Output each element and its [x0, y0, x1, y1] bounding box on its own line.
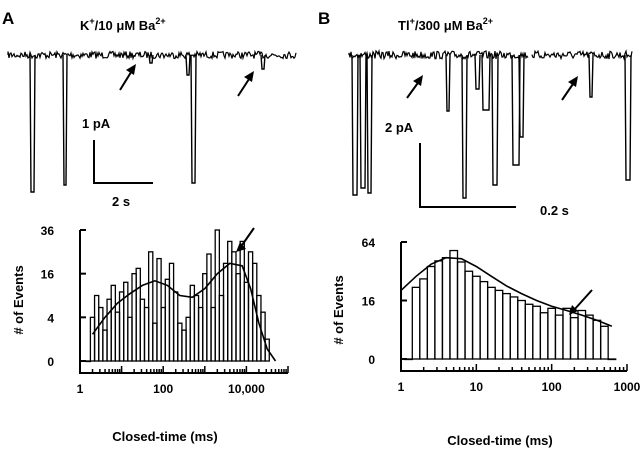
- panel-a-hist-arrow: [236, 227, 255, 252]
- panel-a-bar-43: [264, 338, 270, 362]
- panel-b-y-tick-label-2: 64: [362, 236, 376, 250]
- panel-b-trace-event-1: [359, 54, 367, 189]
- panel-b-condition: Tl+/300 μM Ba2+: [398, 16, 493, 33]
- panel-b-bar-6: [449, 249, 459, 360]
- panel-a-fit-curve: [91, 262, 277, 362]
- panel-b-x-tick-label-3: 1000: [614, 380, 640, 394]
- panel-b-bar-12: [494, 289, 504, 360]
- panel-b-trace-event-3: [461, 54, 468, 199]
- panel-b-trace-event-5: [481, 54, 491, 111]
- panel-a-y-tick-label-1: 4: [47, 311, 54, 325]
- panel-b-bar-13: [502, 292, 511, 360]
- panel-b-x-axis-title: Closed-time (ms): [447, 433, 552, 448]
- panel-a-y-tick-label-3: 36: [41, 224, 55, 238]
- panel-b-bar-0: [404, 358, 413, 361]
- panel-a-scale-time: 2 s: [112, 194, 130, 209]
- panel-a-scale-bar: [93, 140, 153, 184]
- panel-b-bar-7: [456, 261, 466, 360]
- panel-b-bar-3: [426, 265, 436, 360]
- panel-b-trace-event-6: [491, 54, 499, 186]
- panel-b-bar-19: [547, 307, 557, 360]
- panel-b-trace-event-11: [588, 54, 594, 98]
- panel-b-bar-11: [486, 286, 496, 360]
- panel-a-letter: A: [2, 9, 14, 28]
- panel-b-bar-17: [532, 305, 542, 360]
- panel-a-scale-current: 1 pA: [82, 116, 111, 131]
- panel-b-scale-current: 2 pA: [385, 120, 414, 135]
- panel-b-bar-21: [562, 307, 572, 360]
- panel-b-scale-time: 0.2 s: [540, 203, 569, 218]
- panel-a-trace-arrow-2: [237, 71, 254, 97]
- panel-a-current-trace: [7, 49, 297, 193]
- panel-a-trace-event-5: [260, 54, 266, 70]
- panel-b-bar-1: [411, 286, 421, 360]
- panel-b-x-tick-label-2: 100: [542, 380, 562, 394]
- panel-b-trace-event-0: [351, 54, 359, 196]
- panel-b-scale-bar: [419, 143, 516, 208]
- panel-a-x-tick-label-2: 10,000: [228, 382, 265, 396]
- panel-b-current-trace: [348, 48, 633, 199]
- panel-a-trace-event-2: [190, 54, 197, 184]
- panel-b-y-axis-title: # of Events: [331, 275, 346, 344]
- panel-a-x-tick-label-0: 1: [77, 382, 84, 396]
- panel-b-bar-10: [479, 280, 489, 360]
- panel-a-y-axis-title: # of Events: [11, 265, 26, 334]
- panel-b-bar-9: [471, 275, 481, 360]
- panel-b-x-tick-label-0: 1: [398, 380, 405, 394]
- panel-a-histogram: 0 4 16 36 1 100 10,000: [41, 224, 289, 396]
- panel-a-trace-event-0: [29, 54, 36, 193]
- panel-a-condition: K+/10 μM Ba2+: [80, 16, 166, 33]
- panel-a-y-tick-label-2: 16: [41, 268, 55, 282]
- panel-b-y-tick-label-1: 16: [362, 295, 376, 309]
- panel-b-trace-event-10: [445, 54, 451, 112]
- panel-b-bar-25: [592, 319, 602, 360]
- panel-b-bar-27: [607, 358, 617, 361]
- panel-a-bar-15: [147, 251, 154, 362]
- panel-b-bar-23: [577, 309, 587, 360]
- panel-b-bar-26: [599, 325, 609, 360]
- panel-b-bar-5: [441, 257, 451, 360]
- panel-b-fit-curve: [400, 256, 613, 328]
- panel-b-trace-event-2: [366, 54, 373, 194]
- panel-b-trace-event-4: [474, 54, 481, 90]
- panel-b-bar-15: [517, 299, 526, 360]
- panel-a-x-axis-title: Closed-time (ms): [112, 429, 217, 444]
- panel-b-hist-arrow: [569, 289, 593, 315]
- panel-b-bar-4: [434, 260, 444, 360]
- panel-b-bar-24: [584, 314, 594, 360]
- panel-b-trace-arrow-1: [406, 75, 423, 99]
- panel-b-bar-20: [554, 314, 564, 360]
- panel-a-trace-event-1: [62, 54, 68, 186]
- panel-a-trace-event-3: [185, 54, 191, 76]
- panel-b-bar-8: [464, 270, 474, 360]
- panel-a-trace-arrow-1: [119, 64, 136, 91]
- panel-b-x-tick-label-1: 10: [470, 380, 484, 394]
- panel-a-y-tick-label-0: 0: [47, 355, 54, 369]
- panel-b-y-tick-label-0: 0: [368, 353, 375, 367]
- panel-b-trace-event-9: [624, 54, 632, 181]
- panel-a-bar-42: [260, 311, 266, 362]
- panel-a-trace-event-4: [148, 54, 154, 64]
- panel-a-x-tick-label-1: 100: [153, 382, 173, 396]
- panel-b-histogram: 0 16 64 1 10 100 1000: [362, 236, 640, 394]
- panel-b-trace-event-8: [518, 54, 525, 138]
- panel-b-bar-22: [569, 316, 579, 360]
- panel-b-bar-2: [419, 278, 429, 360]
- panel-b-bar-14: [509, 296, 519, 360]
- panel-b-bar-18: [539, 312, 549, 360]
- panel-a-trace-baseline: [7, 49, 297, 61]
- panel-b-bar-16: [524, 303, 534, 360]
- panel-b-letter: B: [318, 9, 330, 28]
- panel-b-trace-arrow-2: [561, 76, 578, 101]
